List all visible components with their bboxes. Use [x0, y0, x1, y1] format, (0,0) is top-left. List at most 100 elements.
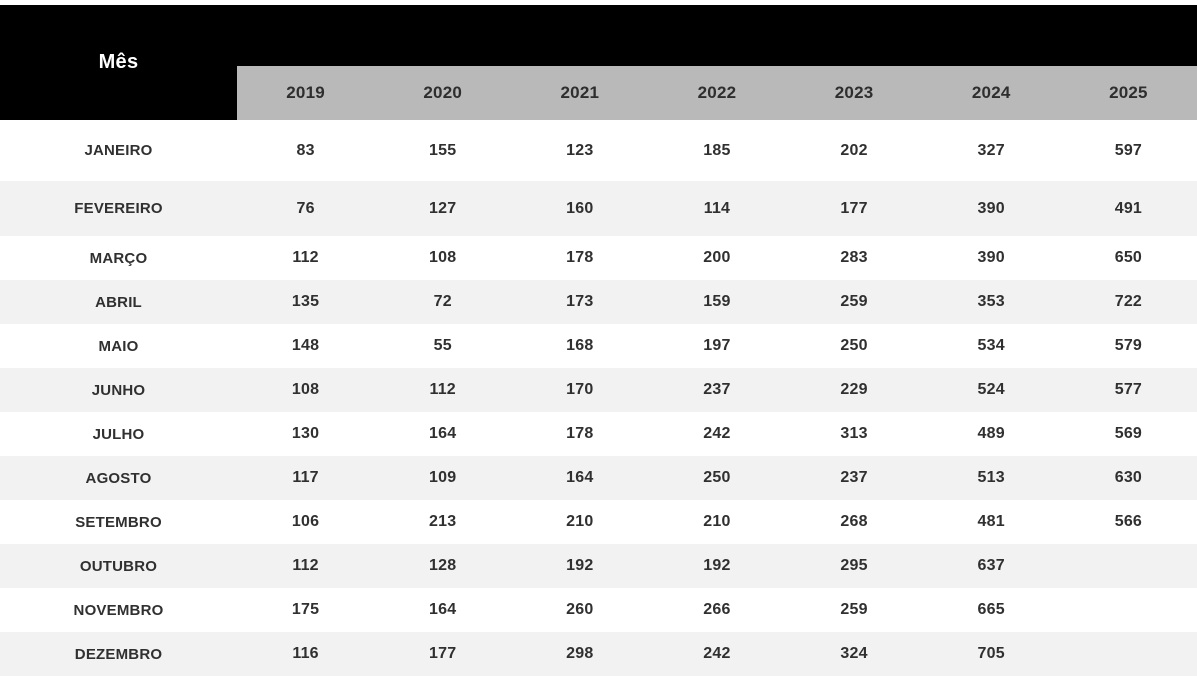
month-label: MARÇO — [89, 249, 148, 267]
value-cell: 577 — [1114, 381, 1143, 398]
value-cell: 72 — [433, 293, 452, 310]
value-cell: 260 — [566, 601, 594, 618]
year-header-2025: 2025 — [1059, 66, 1197, 120]
value-cell: 173 — [566, 293, 594, 310]
value-cell: 481 — [977, 513, 1005, 530]
value-cell: 705 — [977, 645, 1005, 662]
month-label: ABRIL — [95, 293, 142, 311]
value-cell: 159 — [703, 293, 731, 310]
year-header-row: 2019 2020 2021 2022 2023 2024 2025 — [0, 66, 1197, 120]
value-cell: 259 — [840, 293, 868, 310]
value-cell: 112 — [292, 557, 319, 574]
value-cell: 83 — [296, 141, 315, 159]
value-cell: 213 — [429, 513, 457, 530]
value-cell: 106 — [291, 513, 320, 530]
year-header-2023: 2023 — [785, 66, 923, 120]
month-label: JUNHO — [91, 381, 146, 399]
table-row: JANEIRO 83 155 123 185 202 327 597 — [0, 120, 1197, 181]
value-cell: 108 — [291, 381, 320, 398]
value-cell: 178 — [566, 425, 594, 442]
month-label: OUTUBRO — [79, 557, 158, 575]
value-cell: 168 — [566, 337, 594, 354]
value-cell: 266 — [703, 601, 731, 618]
table-row: AGOSTO 117 109 164 250 237 513 630 — [0, 456, 1197, 500]
value-cell: 210 — [703, 513, 731, 530]
value-cell: 148 — [291, 337, 320, 354]
value-cell — [1060, 632, 1197, 676]
value-cell: 237 — [703, 381, 731, 398]
value-cell: 114 — [703, 199, 731, 217]
value-cell: 116 — [292, 645, 319, 662]
table-row: FEVEREIRO 76 127 160 114 177 390 491 — [0, 181, 1197, 236]
value-cell: 177 — [840, 199, 868, 217]
value-cell: 112 — [429, 381, 456, 398]
table-header: Mês 2019 2020 2021 2022 2023 2024 2025 — [0, 5, 1197, 120]
table-row: MARÇO 112 108 178 200 283 390 650 — [0, 236, 1197, 280]
table-row: SETEMBRO 106 213 210 210 268 481 566 — [0, 500, 1197, 544]
value-cell: 295 — [840, 557, 868, 574]
value-cell: 164 — [429, 601, 457, 618]
value-cell: 313 — [840, 425, 868, 442]
value-cell: 390 — [977, 199, 1005, 217]
value-cell: 164 — [566, 469, 594, 486]
value-cell: 108 — [429, 249, 457, 266]
value-cell: 170 — [566, 381, 594, 398]
month-label: AGOSTO — [85, 469, 152, 487]
value-cell: 268 — [840, 513, 868, 530]
value-cell: 192 — [703, 557, 731, 574]
table-row: OUTUBRO 112 128 192 192 295 637 — [0, 544, 1197, 588]
value-cell: 202 — [840, 141, 868, 159]
value-cell: 259 — [840, 601, 868, 618]
value-cell: 534 — [977, 337, 1005, 354]
month-label: DEZEMBRO — [74, 645, 163, 663]
month-label: JULHO — [92, 425, 145, 443]
month-label: FEVEREIRO — [74, 200, 163, 217]
month-label: NOVEMBRO — [73, 601, 164, 619]
value-cell: 566 — [1114, 513, 1143, 530]
year-header-2019: 2019 — [237, 66, 375, 120]
value-cell: 650 — [1114, 249, 1143, 266]
value-cell: 185 — [703, 141, 731, 159]
value-cell — [1060, 544, 1197, 588]
value-cell: 229 — [840, 381, 868, 398]
value-cell: 55 — [433, 337, 452, 354]
value-cell: 597 — [1114, 141, 1143, 159]
value-cell: 283 — [840, 249, 868, 266]
value-cell: 164 — [429, 425, 457, 442]
monthly-counts-table: Mês 2019 2020 2021 2022 2023 2024 2025 JANEIRO… — [0, 5, 1197, 676]
table-row: JUNHO 108 112 170 237 229 524 577 — [0, 368, 1197, 412]
value-cell: 569 — [1114, 425, 1143, 442]
month-label: MAIO — [98, 337, 139, 355]
value-cell: 155 — [429, 141, 457, 159]
value-cell: 665 — [977, 601, 1005, 618]
year-header-2021: 2021 — [511, 66, 649, 120]
value-cell: 109 — [429, 469, 457, 486]
value-cell: 250 — [840, 337, 868, 354]
value-cell: 353 — [977, 293, 1005, 310]
corner-header-mes: Mês — [0, 5, 238, 120]
value-cell: 489 — [977, 425, 1005, 442]
value-cell: 242 — [703, 425, 731, 442]
value-cell: 130 — [291, 425, 320, 442]
month-label: SETEMBRO — [75, 513, 162, 531]
value-cell: 637 — [977, 557, 1005, 574]
table-body: JANEIRO 83 155 123 185 202 327 597 FEVEREIRO 76 12… — [0, 120, 1197, 676]
value-cell: 250 — [703, 469, 731, 486]
value-cell: 630 — [1114, 469, 1143, 486]
table-row: ABRIL 135 72 173 159 259 353 722 — [0, 280, 1197, 324]
value-cell: 127 — [429, 199, 457, 217]
value-cell: 242 — [703, 645, 731, 662]
header-top-row: Mês — [0, 5, 1197, 120]
value-cell: 513 — [977, 469, 1005, 486]
value-cell: 178 — [566, 249, 594, 266]
value-cell: 135 — [291, 293, 320, 310]
table-row: MAIO 148 55 168 197 250 534 579 — [0, 324, 1197, 368]
value-cell: 210 — [566, 513, 594, 530]
value-cell: 579 — [1114, 337, 1143, 354]
value-cell: 327 — [977, 141, 1005, 159]
year-header-2022: 2022 — [648, 66, 786, 120]
value-cell: 117 — [292, 469, 319, 486]
year-header-2020: 2020 — [374, 66, 512, 120]
value-cell: 491 — [1114, 199, 1143, 217]
